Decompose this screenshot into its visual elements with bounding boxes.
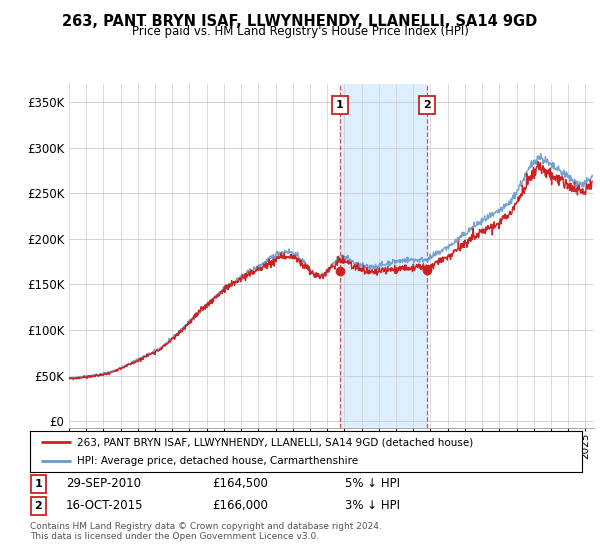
Text: £164,500: £164,500 xyxy=(212,478,268,491)
Text: 3% ↓ HPI: 3% ↓ HPI xyxy=(344,500,400,512)
Text: 2: 2 xyxy=(423,100,431,110)
Text: 2: 2 xyxy=(34,501,42,511)
Text: Contains HM Land Registry data © Crown copyright and database right 2024.
This d: Contains HM Land Registry data © Crown c… xyxy=(30,522,382,542)
Text: HPI: Average price, detached house, Carmarthenshire: HPI: Average price, detached house, Carm… xyxy=(77,456,358,465)
Text: 5% ↓ HPI: 5% ↓ HPI xyxy=(344,478,400,491)
Text: 29-SEP-2010: 29-SEP-2010 xyxy=(66,478,141,491)
Text: 16-OCT-2015: 16-OCT-2015 xyxy=(66,500,143,512)
Text: Price paid vs. HM Land Registry's House Price Index (HPI): Price paid vs. HM Land Registry's House … xyxy=(131,25,469,38)
Text: 263, PANT BRYN ISAF, LLWYNHENDY, LLANELLI, SA14 9GD: 263, PANT BRYN ISAF, LLWYNHENDY, LLANELL… xyxy=(62,14,538,29)
Text: 263, PANT BRYN ISAF, LLWYNHENDY, LLANELLI, SA14 9GD (detached house): 263, PANT BRYN ISAF, LLWYNHENDY, LLANELL… xyxy=(77,437,473,447)
Text: 1: 1 xyxy=(34,479,42,489)
Text: 1: 1 xyxy=(336,100,344,110)
Text: £166,000: £166,000 xyxy=(212,500,268,512)
Bar xyxy=(340,84,427,428)
